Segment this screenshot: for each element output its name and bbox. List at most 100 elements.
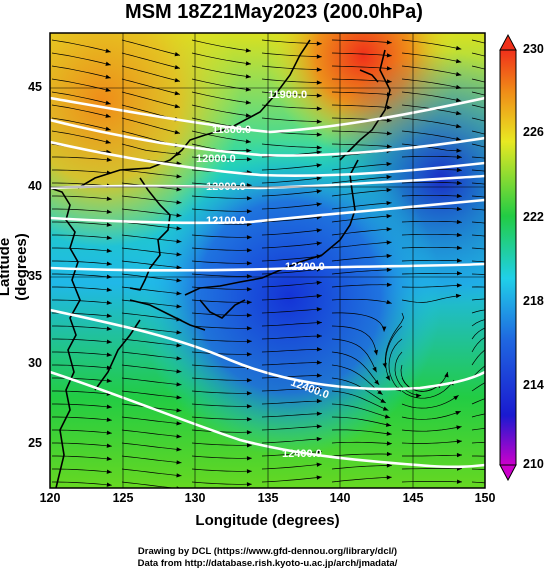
streamline-arrowhead xyxy=(176,447,182,452)
streamline xyxy=(401,65,462,76)
streamline xyxy=(401,440,462,444)
streamline-arrowhead xyxy=(176,473,182,478)
streamline-arrowhead xyxy=(386,161,392,167)
streamline-arrowhead xyxy=(176,200,182,205)
streamline-arrowhead xyxy=(455,123,462,129)
streamline xyxy=(401,410,461,420)
streamline xyxy=(394,351,422,396)
streamline xyxy=(261,229,322,236)
streamline xyxy=(191,312,252,316)
streamline-arrowhead xyxy=(246,339,252,344)
streamline xyxy=(191,325,252,329)
streamline-arrowhead xyxy=(455,97,462,103)
streamline-arrowhead xyxy=(527,264,532,268)
streamline-arrowhead xyxy=(316,202,322,207)
streamline xyxy=(261,425,322,431)
streamline-arrowhead xyxy=(105,100,111,105)
streamline-arrowhead xyxy=(246,300,252,305)
streamline-arrowhead xyxy=(176,226,182,231)
colorbar-tick-222: 222 xyxy=(523,210,544,224)
streamline-arrowhead xyxy=(176,174,182,179)
streamline xyxy=(471,39,485,44)
streamline xyxy=(471,143,485,148)
streamline xyxy=(331,441,392,445)
streamline-arrowhead xyxy=(526,200,531,204)
streamline-arrowhead xyxy=(176,343,182,348)
streamline-arrowhead xyxy=(316,189,322,194)
streamline-arrowhead xyxy=(106,443,112,448)
streamline-arrowhead xyxy=(386,240,392,245)
streamline xyxy=(121,325,182,334)
x-tick-135: 135 xyxy=(257,491,279,505)
streamline-arrowhead xyxy=(386,144,392,149)
streamline xyxy=(191,104,252,117)
streamline xyxy=(401,39,462,50)
streamline-arrowhead xyxy=(176,356,182,361)
streamline xyxy=(471,286,485,288)
streamline xyxy=(191,156,252,160)
streamline xyxy=(191,455,252,459)
streamline-arrowhead xyxy=(386,463,392,468)
streamline-arrowhead xyxy=(316,145,322,150)
streamline-arrowhead xyxy=(246,248,252,253)
streamline-arrowhead xyxy=(455,45,462,51)
streamline xyxy=(261,281,322,288)
streamline xyxy=(401,295,462,303)
streamline-arrowhead xyxy=(106,339,112,344)
streamline xyxy=(261,52,322,58)
streamline xyxy=(471,234,485,237)
streamline xyxy=(191,65,252,78)
y-axis-label: Latitude (degrees) xyxy=(0,233,30,301)
streamline xyxy=(401,130,462,141)
streamline-arrowhead xyxy=(316,386,322,391)
streamline xyxy=(121,442,182,451)
streamline xyxy=(52,273,112,278)
streamline-arrowhead xyxy=(386,66,392,71)
colorbar-tick-218: 218 xyxy=(523,294,544,308)
streamline-arrowhead xyxy=(456,193,462,199)
streamline-arrowhead xyxy=(455,411,461,416)
streamline-arrowhead xyxy=(527,485,532,489)
credits: Drawing by DCL (https://www.gfd-dennou.o… xyxy=(0,546,535,570)
streamline-arrowhead xyxy=(526,408,531,412)
streamline xyxy=(52,416,112,421)
streamline xyxy=(51,117,111,131)
streamline xyxy=(121,234,182,243)
streamline-arrowhead xyxy=(382,406,389,411)
streamline xyxy=(191,52,252,65)
streamline xyxy=(121,65,181,82)
streamline-arrowhead xyxy=(523,370,528,374)
streamline xyxy=(471,91,485,96)
streamline xyxy=(471,319,485,327)
streamline xyxy=(52,299,112,304)
streamline-arrowhead xyxy=(525,143,530,147)
streamline xyxy=(331,117,392,122)
streamline xyxy=(121,39,181,56)
streamline xyxy=(471,468,485,470)
streamline-arrowhead xyxy=(518,338,523,342)
streamline xyxy=(191,364,252,368)
streamline xyxy=(51,52,111,66)
streamline-arrowhead xyxy=(386,299,392,305)
streamline xyxy=(121,455,182,464)
streamline xyxy=(261,143,322,149)
credits-line-1: Drawing by DCL (https://www.gfd-dennou.o… xyxy=(137,546,398,557)
streamline xyxy=(52,325,112,330)
streamline xyxy=(121,390,182,399)
streamline xyxy=(52,468,112,473)
streamline-arrowhead xyxy=(106,404,112,409)
streamline-arrowhead xyxy=(176,460,182,465)
streamline xyxy=(191,377,252,381)
streamline-arrowhead xyxy=(176,408,182,413)
streamline-arrowhead xyxy=(106,235,112,240)
streamline xyxy=(261,91,322,97)
streamline xyxy=(401,246,463,249)
streamline xyxy=(331,416,392,426)
streamline-arrowhead xyxy=(520,353,525,357)
streamline xyxy=(471,273,485,275)
streamline xyxy=(331,91,392,96)
streamline-arrowhead xyxy=(316,293,322,299)
streamline-arrowhead xyxy=(246,287,252,292)
streamline xyxy=(121,468,182,477)
y-tick-35: 35 xyxy=(28,269,42,283)
